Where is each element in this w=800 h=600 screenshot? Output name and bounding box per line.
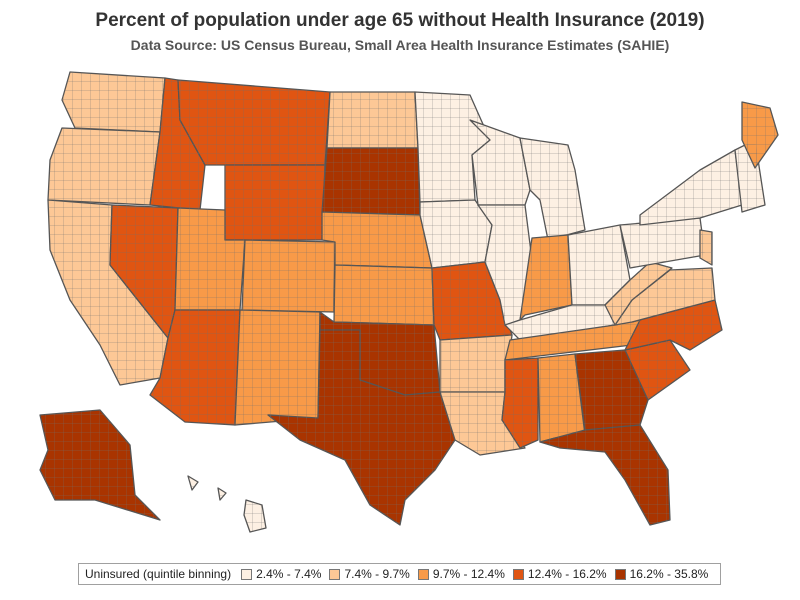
legend-label-bin-2: 7.4% - 9.7% — [344, 567, 410, 581]
county-grid-texas — [268, 330, 455, 525]
county-grid-alaska — [40, 410, 160, 520]
county-grid-south-carolina — [625, 340, 690, 400]
legend-swatch-bin-3 — [417, 568, 429, 580]
county-grid-new-mexico — [235, 310, 320, 425]
county-grid-arizona — [150, 310, 240, 425]
county-grid-georgia — [575, 350, 648, 430]
county-grid-hawaii — [188, 476, 266, 532]
county-grid-missouri — [432, 262, 512, 340]
county-grid-north-carolina — [625, 300, 722, 350]
county-grid-virginia — [615, 268, 715, 325]
county-grid-california — [48, 200, 168, 385]
legend-item-bin-1: 2.4% - 7.4% — [241, 567, 321, 581]
county-grid-nevada — [110, 205, 178, 338]
county-grid-montana — [178, 80, 330, 165]
county-grid-wyoming — [225, 165, 325, 240]
county-grid-oklahoma — [320, 312, 440, 395]
county-grid-wisconsin — [470, 120, 530, 205]
county-grid-new-york — [640, 150, 742, 225]
legend-item-bin-4: 12.4% - 16.2% — [512, 567, 607, 581]
county-grid-michigan — [520, 138, 585, 240]
county-grid-nebraska — [322, 212, 432, 268]
legend-item-bin-3: 9.7% - 12.4% — [417, 567, 505, 581]
county-grid-colorado — [242, 240, 335, 312]
legend-label-bin-1: 2.4% - 7.4% — [256, 567, 322, 581]
county-grid-minnesota — [415, 92, 490, 202]
county-grid-iowa — [420, 200, 492, 268]
county-grid-mississippi — [502, 358, 538, 448]
county-grid-ohio — [568, 225, 630, 305]
county-grid-oregon — [48, 128, 160, 205]
chart-title: Percent of population under age 65 witho… — [95, 10, 705, 31]
county-grid-pennsylvania — [620, 218, 705, 268]
county-grid-new-jersey — [700, 230, 712, 265]
legend-swatch-bin-2 — [329, 568, 341, 580]
legend-item-bin-5: 16.2% - 35.8% — [614, 567, 709, 581]
county-grid-kentucky — [505, 298, 630, 340]
county-grid-kansas — [334, 265, 434, 325]
legend: Uninsured (quintile binning) 2.4% - 7.4%… — [78, 563, 721, 585]
county-grid-florida — [540, 425, 670, 525]
county-grid-maine — [742, 102, 778, 168]
chart-subtitle: Data Source: US Census Bureau, Small Are… — [130, 37, 670, 53]
county-grid-washington — [62, 72, 165, 132]
legend-item-bin-2: 7.4% - 9.7% — [329, 567, 410, 581]
legend-swatch-bin-1 — [241, 568, 253, 580]
legend-swatch-bin-4 — [512, 568, 524, 580]
legend-label-bin-3: 9.7% - 12.4% — [432, 567, 505, 581]
county-grid-indiana — [520, 235, 572, 320]
county-grid-tennessee — [505, 320, 640, 360]
legend-swatch-bin-5 — [614, 568, 626, 580]
county-grid-utah — [175, 208, 245, 310]
county-grid-idaho — [150, 78, 205, 210]
legend-label-bin-5: 16.2% - 35.8% — [629, 567, 709, 581]
legend-label-bin-4: 12.4% - 16.2% — [527, 567, 607, 581]
county-grid-south-dakota — [322, 148, 420, 215]
county-grid-louisiana — [440, 392, 525, 455]
legend-title: Uninsured (quintile binning) — [85, 567, 232, 581]
us-county-map — [39, 71, 779, 533]
county-grid-alabama — [538, 354, 585, 442]
county-grid-west-virginia — [605, 262, 672, 325]
county-grid-north-dakota — [327, 92, 418, 148]
county-grid-illinois — [478, 205, 532, 325]
county-grid-arkansas — [440, 335, 512, 392]
